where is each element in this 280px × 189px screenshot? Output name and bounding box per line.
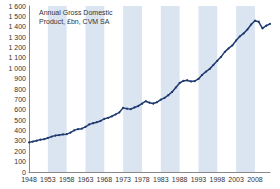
svg-text:1988: 1988 xyxy=(172,176,188,183)
svg-text:1 100: 1 100 xyxy=(8,54,26,61)
svg-text:1 600: 1 600 xyxy=(8,3,26,10)
svg-text:200: 200 xyxy=(14,148,26,155)
svg-text:1968: 1968 xyxy=(97,176,113,183)
svg-text:100: 100 xyxy=(14,158,26,165)
svg-text:500: 500 xyxy=(14,117,26,124)
svg-text:1 500: 1 500 xyxy=(8,13,26,20)
svg-text:300: 300 xyxy=(14,137,26,144)
svg-text:2003: 2003 xyxy=(228,176,244,183)
svg-text:1978: 1978 xyxy=(134,176,150,183)
svg-text:1 000: 1 000 xyxy=(8,65,26,72)
svg-text:1998: 1998 xyxy=(209,176,225,183)
svg-text:400: 400 xyxy=(14,127,26,134)
svg-text:900: 900 xyxy=(14,75,26,82)
svg-text:Product, £bn, CVM SA: Product, £bn, CVM SA xyxy=(39,18,110,25)
svg-text:1953: 1953 xyxy=(40,176,56,183)
svg-text:1973: 1973 xyxy=(115,176,131,183)
svg-text:1963: 1963 xyxy=(78,176,94,183)
svg-text:1 400: 1 400 xyxy=(8,23,26,30)
svg-text:600: 600 xyxy=(14,106,26,113)
svg-text:1983: 1983 xyxy=(153,176,169,183)
svg-text:1948: 1948 xyxy=(21,176,37,183)
svg-text:700: 700 xyxy=(14,96,26,103)
svg-text:1 200: 1 200 xyxy=(8,44,26,51)
svg-text:800: 800 xyxy=(14,86,26,93)
svg-text:1993: 1993 xyxy=(191,176,207,183)
svg-text:1958: 1958 xyxy=(59,176,75,183)
svg-text:2008: 2008 xyxy=(247,176,263,183)
svg-text:1 300: 1 300 xyxy=(8,34,26,41)
svg-text:Annual Gross Domestic: Annual Gross Domestic xyxy=(39,9,114,16)
svg-text:0: 0 xyxy=(22,169,26,176)
